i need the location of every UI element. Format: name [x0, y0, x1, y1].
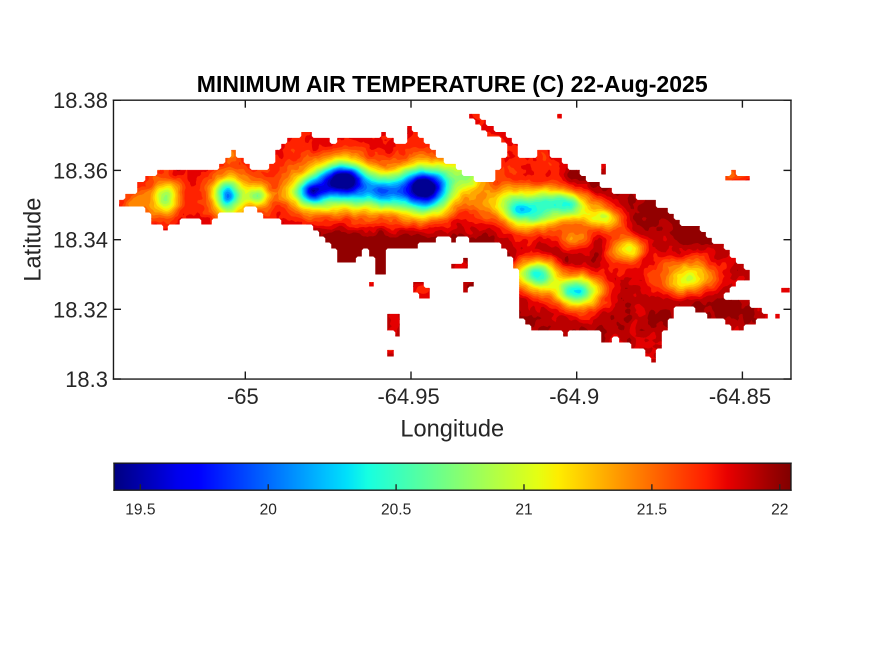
svg-text:18.38: 18.38 [53, 88, 108, 113]
svg-text:18.3: 18.3 [65, 367, 108, 392]
svg-text:18.36: 18.36 [53, 158, 108, 183]
svg-text:18.32: 18.32 [53, 297, 108, 322]
svg-text:Latitude: Latitude [20, 198, 46, 282]
svg-text:-64.85: -64.85 [709, 384, 771, 409]
svg-text:20: 20 [260, 502, 278, 519]
svg-text:-64.9: -64.9 [549, 384, 599, 409]
svg-text:19.5: 19.5 [125, 502, 155, 519]
svg-text:MINIMUM AIR TEMPERATURE (C) 22: MINIMUM AIR TEMPERATURE (C) 22-Aug-2025 [197, 71, 708, 97]
svg-text:Longitude: Longitude [400, 417, 504, 443]
svg-text:21: 21 [515, 502, 532, 519]
svg-text:-65: -65 [227, 384, 259, 409]
svg-text:21.5: 21.5 [637, 502, 667, 519]
svg-text:18.34: 18.34 [53, 228, 108, 253]
svg-text:22: 22 [771, 502, 788, 519]
svg-text:-64.95: -64.95 [377, 384, 439, 409]
svg-text:20.5: 20.5 [381, 502, 411, 519]
